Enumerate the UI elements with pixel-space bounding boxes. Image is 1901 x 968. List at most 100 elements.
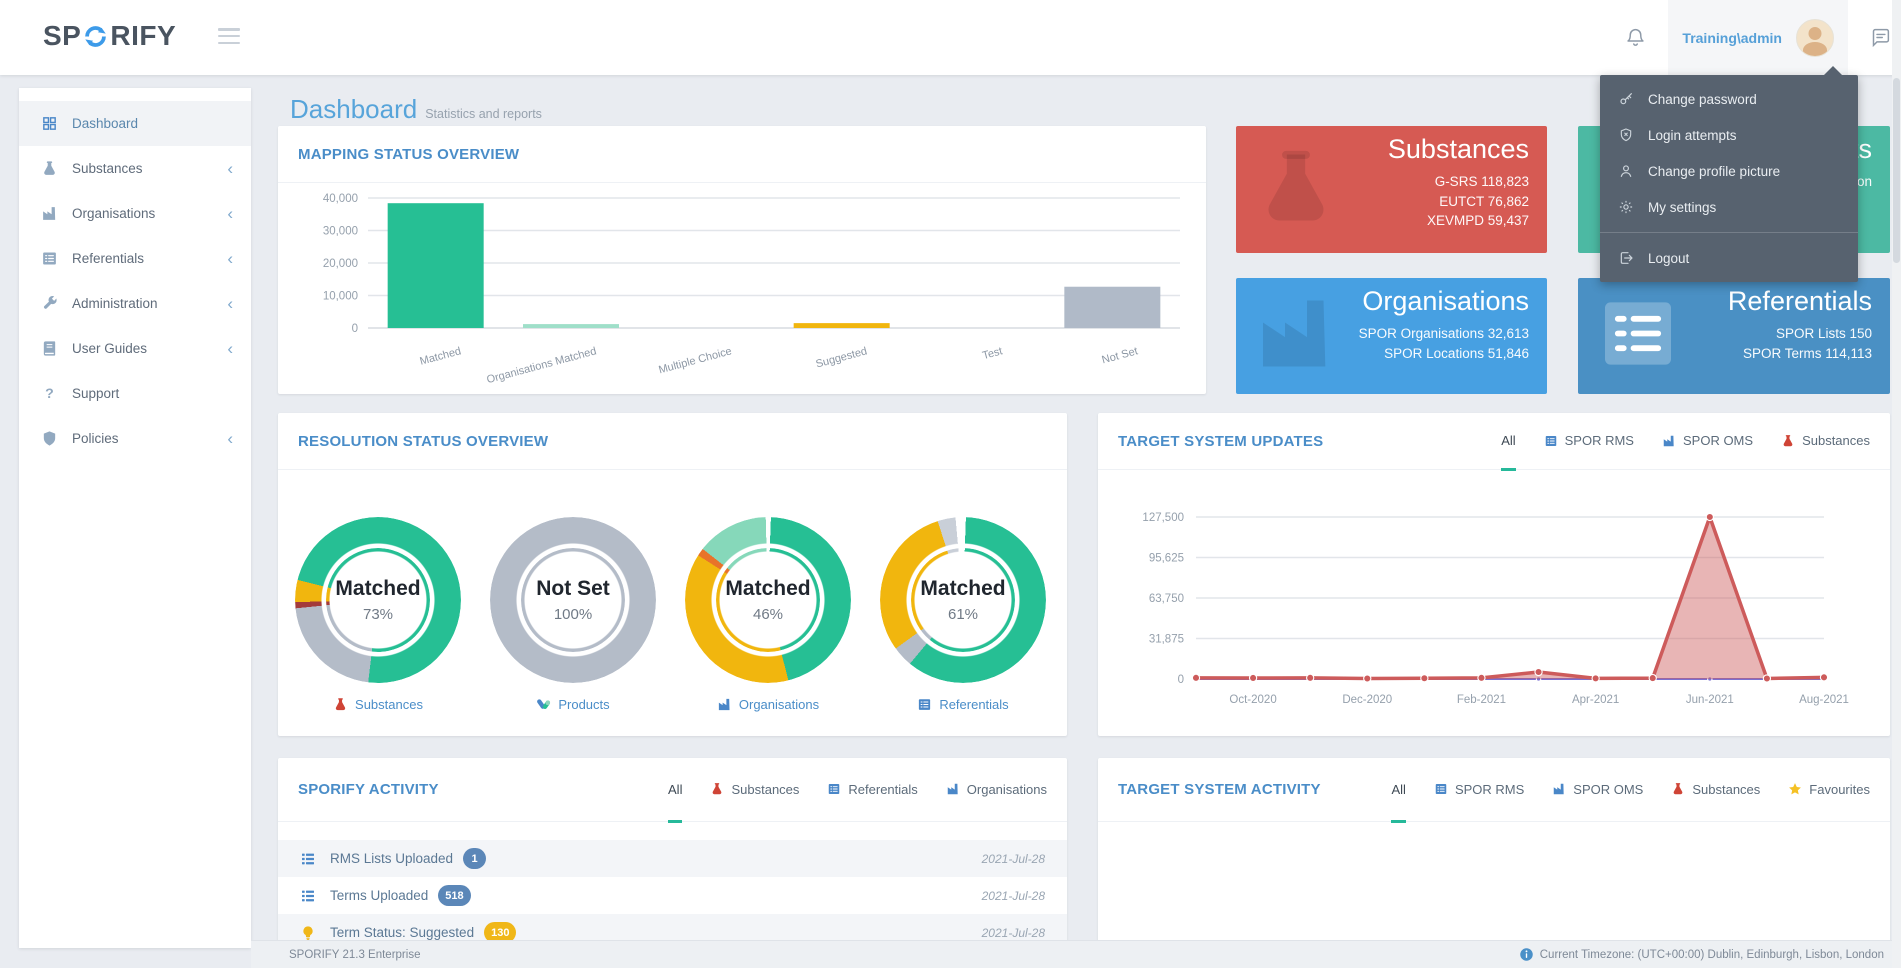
- donut-chart-products[interactable]: Not Set 100%: [490, 517, 656, 683]
- sidebar-item-organisations[interactable]: Organisations ‹: [19, 191, 251, 236]
- svg-text:63,750: 63,750: [1149, 593, 1184, 605]
- donut-status: Matched: [725, 577, 811, 600]
- svg-text:Matched: Matched: [419, 345, 463, 368]
- donut-label-products[interactable]: Products: [490, 697, 656, 712]
- sidebar-item-referentials[interactable]: Referentials ‹: [19, 236, 251, 281]
- sidebar-item-policies[interactable]: Policies ‹: [19, 416, 251, 461]
- menu-item-label: Change password: [1648, 91, 1757, 107]
- chevron-left-icon: ‹: [227, 429, 233, 448]
- list-rows-icon: [300, 851, 316, 867]
- sidebar-item-label: Referentials: [72, 251, 145, 266]
- sidebar-item-administration[interactable]: Administration ‹: [19, 281, 251, 326]
- sidebar-item-label: Dashboard: [72, 116, 139, 131]
- tab-label: SPOR RMS: [1564, 433, 1634, 448]
- tab-activity-substances[interactable]: Substances: [710, 758, 799, 823]
- activity-row-date: 2021-Jul-28: [981, 851, 1045, 866]
- donut-status: Not Set: [536, 577, 610, 600]
- donut-inner-ring: [326, 548, 430, 652]
- flask-icon: [1781, 434, 1795, 448]
- menu-item-my-settings[interactable]: My settings: [1600, 189, 1858, 225]
- donut-label-substances[interactable]: Substances: [295, 697, 461, 712]
- stat-card-organisations[interactable]: Organisations SPOR Organisations 32,613 S…: [1236, 278, 1547, 394]
- donut-label-organisations[interactable]: Organisations: [685, 697, 851, 712]
- factory-icon: [1252, 290, 1340, 378]
- donut-products: Not Set 100% Products: [490, 517, 656, 712]
- tab-activity-all[interactable]: All: [668, 758, 683, 823]
- resolution-status-header: RESOLUTION STATUS OVERVIEW: [278, 413, 1067, 470]
- list-icon: [1594, 290, 1682, 378]
- chat-icon[interactable]: [1870, 27, 1891, 48]
- tab-label: Substances: [731, 781, 800, 797]
- svg-text:Oct-2020: Oct-2020: [1229, 694, 1276, 706]
- donut-chart-referentials[interactable]: Matched 61%: [880, 517, 1046, 683]
- tab-target-activity-favourites[interactable]: Favourites: [1788, 758, 1870, 823]
- stat-card-referentials[interactable]: Referentials SPOR Lists 150 SPOR Terms 11…: [1578, 278, 1890, 394]
- tab-updates-all[interactable]: All: [1501, 413, 1516, 471]
- scrollbar-thumb[interactable]: [1893, 78, 1900, 263]
- wrench-icon: [41, 295, 58, 312]
- menu-item-change-profile-picture[interactable]: Change profile picture: [1600, 153, 1858, 189]
- sporify-activity-card: SPORIFY ACTIVITY All Substances Referent…: [278, 758, 1067, 963]
- tab-target-activity-spor-rms[interactable]: SPOR RMS: [1434, 758, 1524, 823]
- pills-icon: [536, 697, 551, 712]
- tab-label: SPOR OMS: [1573, 781, 1644, 797]
- resolution-status-title: RESOLUTION STATUS OVERVIEW: [298, 432, 549, 450]
- chevron-left-icon: ‹: [227, 294, 233, 313]
- tab-target-activity-all[interactable]: All: [1391, 758, 1406, 823]
- activity-row-badge: 518: [438, 885, 471, 906]
- stat-card-substances[interactable]: Substances G-SRS 118,823 EUTCT 76,862 XEVM…: [1236, 126, 1547, 253]
- tab-activity-organisations[interactable]: Organisations: [946, 758, 1047, 823]
- sidebar-item-user-guides[interactable]: User Guides ‹: [19, 326, 251, 371]
- menu-item-logout[interactable]: Logout: [1600, 240, 1858, 276]
- scrollbar[interactable]: [1892, 0, 1901, 968]
- bell-icon[interactable]: [1625, 27, 1646, 48]
- factory-icon: [41, 205, 58, 222]
- svg-text:Jun-2021: Jun-2021: [1686, 694, 1734, 706]
- menu-item-label: My settings: [1648, 199, 1717, 215]
- donut-chart-organisations[interactable]: Matched 46%: [685, 517, 851, 683]
- activity-row-rms-lists-uploaded[interactable]: RMS Lists Uploaded 1 2021-Jul-28: [278, 840, 1067, 877]
- sidebar-item-label: Administration: [72, 296, 158, 311]
- menu-item-label: Change profile picture: [1648, 163, 1781, 179]
- menu-item-login-attempts[interactable]: Login attempts: [1600, 117, 1858, 153]
- sporify-logo[interactable]: SP RIFY: [43, 20, 176, 52]
- user-menu-trigger[interactable]: Training\admin: [1668, 0, 1848, 75]
- info-icon[interactable]: [1519, 947, 1534, 962]
- hamburger-menu-icon[interactable]: [218, 28, 240, 48]
- tab-updates-spor-rms[interactable]: SPOR RMS: [1544, 413, 1634, 471]
- svg-text:10,000: 10,000: [323, 291, 358, 303]
- svg-text:30,000: 30,000: [323, 226, 358, 238]
- username: Training\admin: [1682, 29, 1782, 46]
- factory-icon: [1552, 782, 1566, 796]
- mapping-status-bar-chart[interactable]: 0 10,000 20,000 30,000 40,000 Matched Organisa…: [292, 186, 1190, 391]
- svg-text:?: ?: [45, 386, 54, 402]
- svg-text:Suggested: Suggested: [815, 345, 869, 370]
- tab-updates-substances[interactable]: Substances: [1781, 413, 1870, 471]
- donut-percent: 61%: [947, 606, 979, 623]
- donut-label-referentials[interactable]: Referentials: [880, 697, 1046, 712]
- donut-chart-substances[interactable]: Matched 73%: [295, 517, 461, 683]
- sidebar-item-dashboard[interactable]: Dashboard: [19, 101, 251, 146]
- target-system-activity-card: TARGET SYSTEM ACTIVITY All SPOR RMS SPOR…: [1098, 758, 1890, 963]
- stat-card-title: Substances: [1387, 134, 1529, 164]
- donut-label-text: Referentials: [939, 697, 1009, 712]
- target-system-updates-chart[interactable]: 0 31,875 63,750 95,625 127,500 Oct-2020 Dec-20…: [1118, 485, 1870, 730]
- svg-text:Aug-2021: Aug-2021: [1799, 694, 1849, 706]
- sidebar-item-support[interactable]: ? Support: [19, 371, 251, 416]
- tab-label: Organisations: [966, 781, 1047, 797]
- tab-target-activity-spor-oms[interactable]: SPOR OMS: [1552, 758, 1643, 823]
- sync-arrows-icon: [82, 23, 109, 50]
- tab-updates-spor-oms[interactable]: SPOR OMS: [1662, 413, 1753, 471]
- tab-target-activity-substances[interactable]: Substances: [1671, 758, 1760, 823]
- sidebar-item-substances[interactable]: Substances ‹: [19, 146, 251, 191]
- donut-percent: 46%: [752, 606, 784, 623]
- tab-activity-referentials[interactable]: Referentials: [827, 758, 918, 823]
- logout-icon: [1618, 250, 1634, 266]
- activity-row-terms-uploaded[interactable]: Terms Uploaded 518 2021-Jul-28: [278, 877, 1067, 914]
- menu-item-change-password[interactable]: Change password: [1600, 81, 1858, 117]
- sidebar-item-label: User Guides: [72, 341, 148, 356]
- sporify-activity-title: SPORIFY ACTIVITY: [298, 781, 439, 798]
- donut-label-text: Organisations: [738, 697, 820, 712]
- list-icon: [41, 250, 58, 267]
